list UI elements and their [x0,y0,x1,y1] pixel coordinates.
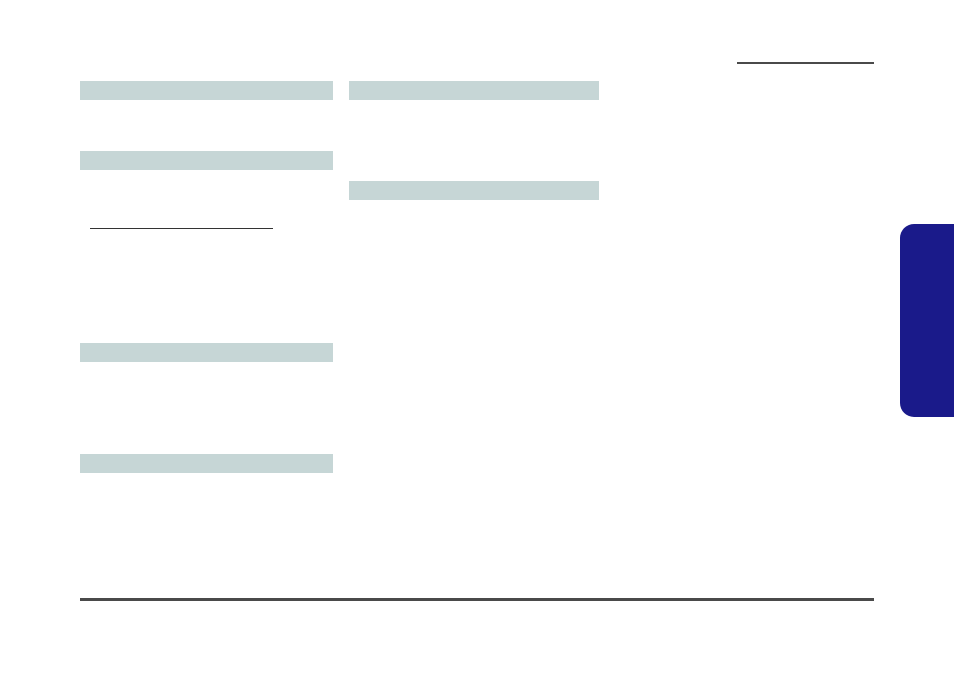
page-content [80,0,874,675]
highlight-band [80,343,333,362]
highlight-band [349,81,599,100]
highlight-band [349,181,599,200]
highlight-band [80,454,333,473]
highlight-band [80,81,333,100]
highlight-band [80,151,333,170]
header-rule [737,62,874,64]
side-tab[interactable] [900,224,954,417]
text-underline [90,228,273,229]
footer-rule [80,598,874,601]
